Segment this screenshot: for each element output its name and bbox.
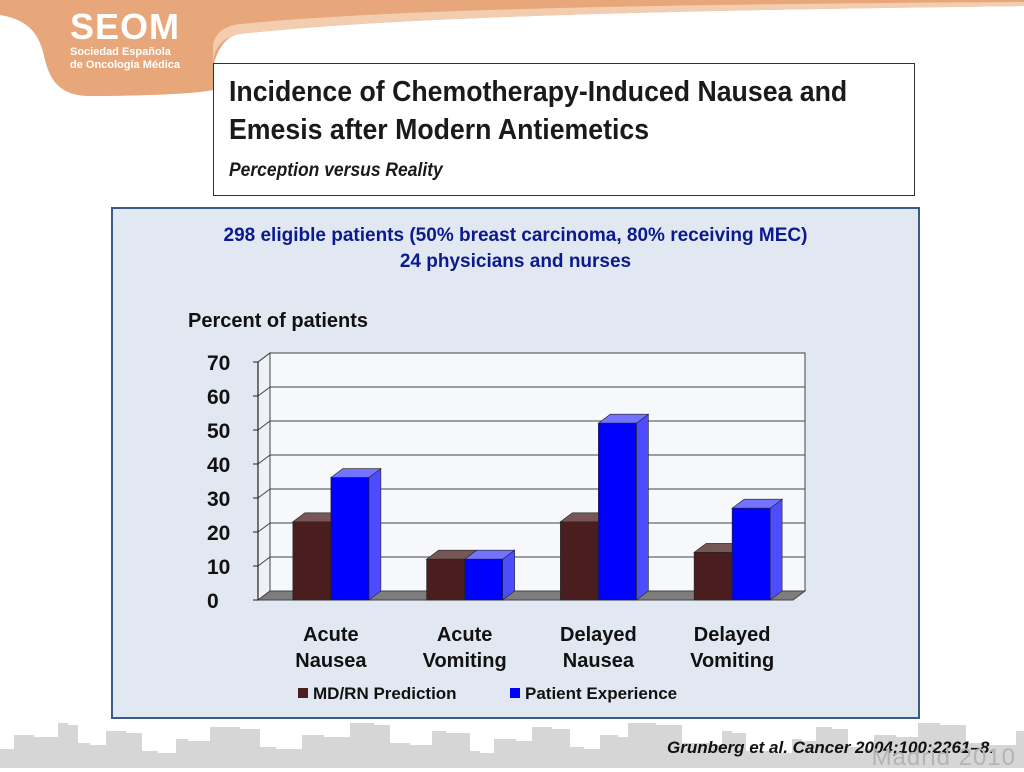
bar-front (731, 507, 771, 601)
y-tick-label: 10 (207, 556, 230, 579)
legend-label: Patient Experience (525, 684, 677, 703)
bar-front (292, 521, 332, 601)
bar-front (464, 558, 503, 601)
bar-side (769, 498, 783, 601)
y-tick-label: 60 (207, 386, 230, 409)
bar-front (560, 521, 599, 601)
bar (731, 498, 784, 601)
title-box: Incidence of Chemotherapy-Induced Nausea… (213, 63, 915, 196)
x-tick-label: Vomiting (423, 650, 507, 672)
legend-swatch (298, 688, 308, 698)
x-tick-label: Nausea (563, 650, 635, 672)
grid-line-side (257, 488, 271, 499)
bar-front (598, 422, 637, 601)
y-axis-label: Percent of patients (188, 310, 368, 332)
bar-front (330, 477, 370, 601)
legend-label: MD/RN Prediction (313, 684, 457, 703)
logo-highlight-shape (0, 0, 1024, 63)
y-tick-label: 40 (207, 454, 230, 477)
grid-line-side (257, 352, 271, 363)
watermark-text: Madrid 2010 (871, 744, 1016, 771)
bar-front (693, 552, 733, 601)
x-tick-label: Delayed (560, 624, 637, 646)
y-tick-label: 20 (207, 522, 230, 545)
bar-side (368, 468, 382, 601)
y-tick-label: 0 (207, 590, 219, 613)
x-tick-label: Acute (303, 624, 359, 646)
logo-name: SEOM (70, 6, 181, 47)
bar (329, 468, 382, 601)
y-tick-label: 70 (207, 352, 230, 375)
city-skyline (0, 723, 1024, 768)
info-line2: 24 physicians and nurses (399, 251, 632, 272)
grid-line-side (257, 556, 271, 567)
x-tick-label: Delayed (694, 624, 771, 646)
y-tick-label: 50 (207, 420, 230, 443)
grid-line-side (257, 454, 271, 465)
title-line2: Emesis after Modern Antiemetics (229, 114, 650, 146)
x-tick-label: Acute (437, 624, 493, 646)
logo-subtitle-line1: Sociedad Española (70, 46, 171, 58)
y-tick-label: 30 (207, 488, 230, 511)
plot-side-wall (257, 352, 271, 601)
subtitle: Perception versus Reality (229, 160, 443, 181)
grid-line-side (257, 386, 271, 397)
bar-side (636, 413, 649, 601)
title-line1: Incidence of Chemotherapy-Induced Nausea… (229, 76, 848, 108)
chart-panel: 298 eligible patients (50% breast carcin… (111, 207, 920, 719)
info-line1: 298 eligible patients (50% breast carcin… (223, 225, 808, 246)
bar (463, 549, 516, 601)
bar-front (426, 558, 465, 601)
x-tick-label: Vomiting (690, 650, 774, 672)
x-tick-label: Nausea (295, 650, 367, 672)
bar-chart: 0 10 20 30 40 50 60 70 Percent of patients Acute N… (188, 310, 807, 703)
grid-line-side (257, 420, 271, 431)
bar (597, 413, 650, 601)
citation: Grunberg et al. Cancer 2004;100:2261–8. (667, 738, 994, 757)
legend-swatch (510, 688, 520, 698)
grid-line-side (257, 522, 271, 533)
logo-subtitle-line2: de Oncología Médica (70, 59, 181, 71)
